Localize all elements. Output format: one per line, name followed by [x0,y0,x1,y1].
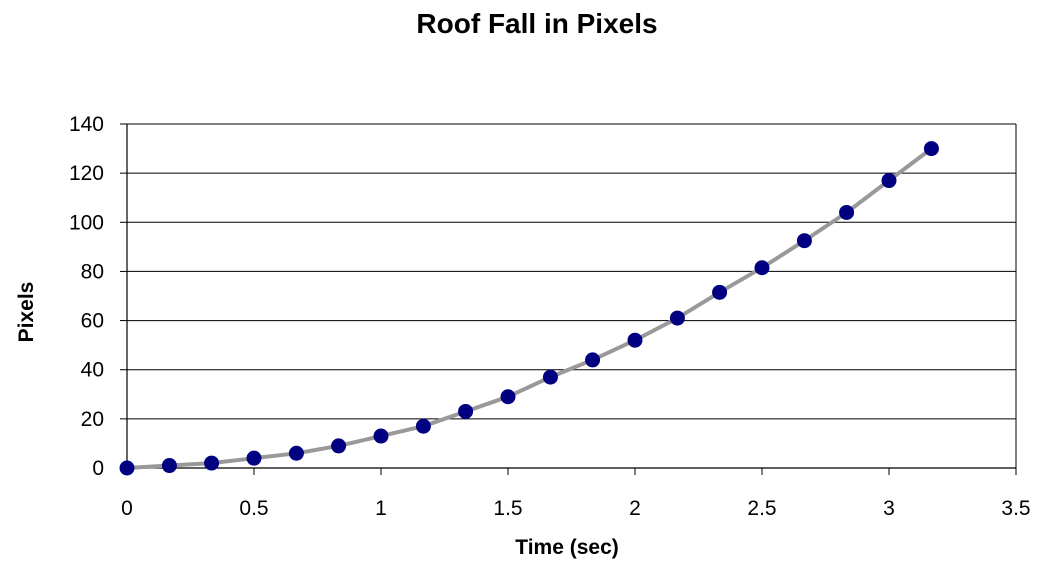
x-tick-label: 1 [375,497,387,520]
data-point [585,352,601,368]
tick-labels: 0 20 40 60 80 100 120 140 0 0.5 1 1.5 2 2.5 3 3.5 [69,113,1031,520]
gridlines [127,123,1016,420]
y-tick-label: 100 [69,211,104,234]
data-point [796,233,812,249]
data-point [500,389,516,405]
data-point [542,369,558,385]
y-tick-label: 140 [69,113,104,136]
x-tick-label: 3 [883,497,895,520]
data-series [119,141,939,476]
axes [120,123,1017,475]
x-axis-title: Time (sec) [515,536,619,559]
data-point [712,284,728,300]
x-tick-label: 1.5 [493,497,522,520]
y-axis-title: Pixels [15,282,38,343]
y-tick-label: 20 [81,408,104,431]
y-tick-label: 80 [81,260,104,283]
series-line [126,147,933,470]
data-point [161,458,177,474]
y-tick-label: 0 [92,457,104,480]
data-point [458,403,474,419]
x-tick-label: 0 [121,497,133,520]
x-tick-label: 0.5 [239,497,268,520]
x-tick-label: 3.5 [1001,497,1030,520]
data-point [627,332,643,348]
data-point [839,204,855,220]
data-point [669,310,685,326]
data-point [119,460,135,476]
data-point [288,445,304,461]
chart-title: Roof Fall in Pixels [416,8,657,39]
y-tick-label: 60 [81,310,104,333]
data-point [415,418,431,434]
data-point [881,173,897,189]
x-tick-label: 2 [629,497,641,520]
x-tick-label: 2.5 [747,497,776,520]
data-point [246,450,262,466]
data-point [204,455,220,471]
data-point [754,260,770,276]
data-point [923,141,939,157]
y-tick-label: 40 [81,359,104,382]
y-tick-label: 120 [69,162,104,185]
data-point [373,428,389,444]
data-point [331,438,347,454]
